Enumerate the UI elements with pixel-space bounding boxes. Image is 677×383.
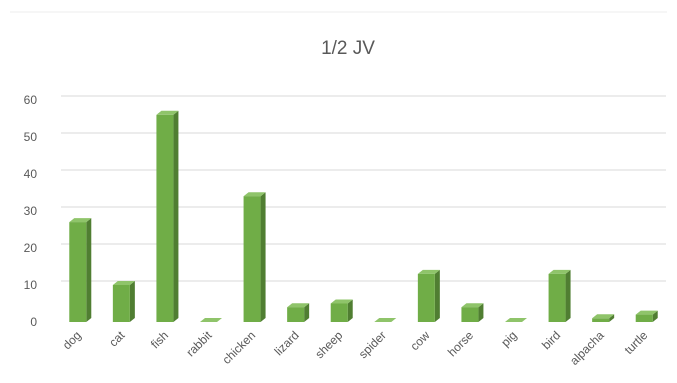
bars (69, 110, 658, 322)
bar (417, 269, 440, 322)
bar-top (505, 318, 527, 322)
bar-top (635, 310, 658, 315)
bar-front (69, 222, 87, 322)
bar (156, 110, 179, 322)
bar-side (565, 269, 571, 322)
bar (330, 299, 353, 322)
x-tick-label: pig (498, 328, 519, 349)
bar (200, 318, 222, 322)
bar-top (330, 299, 353, 304)
bar-side (347, 299, 353, 322)
bar-side (652, 310, 658, 322)
x-tick-label: alpacha (567, 328, 607, 368)
x-tick-label: spider (356, 328, 389, 361)
bar-top (69, 218, 92, 223)
x-tick-label: dog (60, 328, 84, 352)
bar-front (592, 318, 610, 322)
x-tick-label: cow (407, 328, 432, 353)
bar-front (635, 314, 653, 322)
bar (635, 310, 658, 322)
bar-top (374, 318, 397, 322)
chart-title: 1/2 JV (321, 38, 375, 59)
bar-front (243, 196, 261, 322)
bar-top (243, 192, 266, 197)
bar-front (461, 307, 479, 322)
bar-top (287, 303, 310, 308)
bar-front (548, 273, 566, 322)
bar-top (112, 281, 135, 285)
bar (287, 303, 310, 322)
y-tick-label: 0 (30, 315, 37, 329)
x-tick-label: bird (539, 328, 563, 352)
y-tick-label: 40 (24, 167, 38, 181)
x-tick-label: lizard (272, 328, 302, 358)
bar (461, 303, 484, 322)
x-tick-label: chicken (220, 328, 259, 367)
bar-side (478, 303, 484, 322)
x-tick-label: cat (106, 328, 128, 350)
bar-top (417, 269, 440, 274)
bar (69, 218, 92, 322)
bar-top (200, 318, 222, 322)
bar-top (548, 269, 571, 274)
y-tick-label: 30 (24, 204, 38, 218)
x-tick-label: horse (445, 328, 476, 359)
bar (592, 314, 615, 322)
bar-front (156, 114, 174, 322)
y-tick-label: 50 (24, 130, 38, 144)
bar-side (173, 110, 179, 322)
gridlines (61, 95, 666, 282)
y-tick-label: 20 (24, 241, 38, 255)
x-tick-label: rabbit (183, 328, 215, 360)
bar-front (417, 273, 435, 322)
bar-side (129, 281, 135, 322)
bar-top (156, 110, 179, 115)
x-tick-label: sheep (312, 328, 345, 361)
bar-side (304, 303, 310, 322)
bar (112, 281, 135, 322)
y-tick-label: 10 (24, 278, 38, 292)
bar-side (609, 314, 615, 322)
x-axis-labels: dog cat fish rabbit chicken lizard sheep spider… (60, 328, 651, 368)
bar-front (287, 307, 305, 322)
x-tick-label: turtle (622, 328, 651, 357)
bar-side (86, 218, 92, 322)
bar-top (592, 314, 615, 319)
bar-side (434, 269, 440, 322)
bar (505, 318, 527, 322)
bar-front (112, 285, 130, 322)
bar (243, 192, 266, 322)
bar (374, 318, 397, 322)
bar-side (260, 192, 266, 322)
y-tick-label: 60 (24, 93, 38, 107)
x-tick-label: fish (148, 328, 171, 351)
y-axis-ticks: 0 10 20 30 40 50 60 (24, 93, 38, 329)
bar (548, 269, 571, 322)
bar-front (330, 303, 348, 322)
bar-top (461, 303, 484, 308)
